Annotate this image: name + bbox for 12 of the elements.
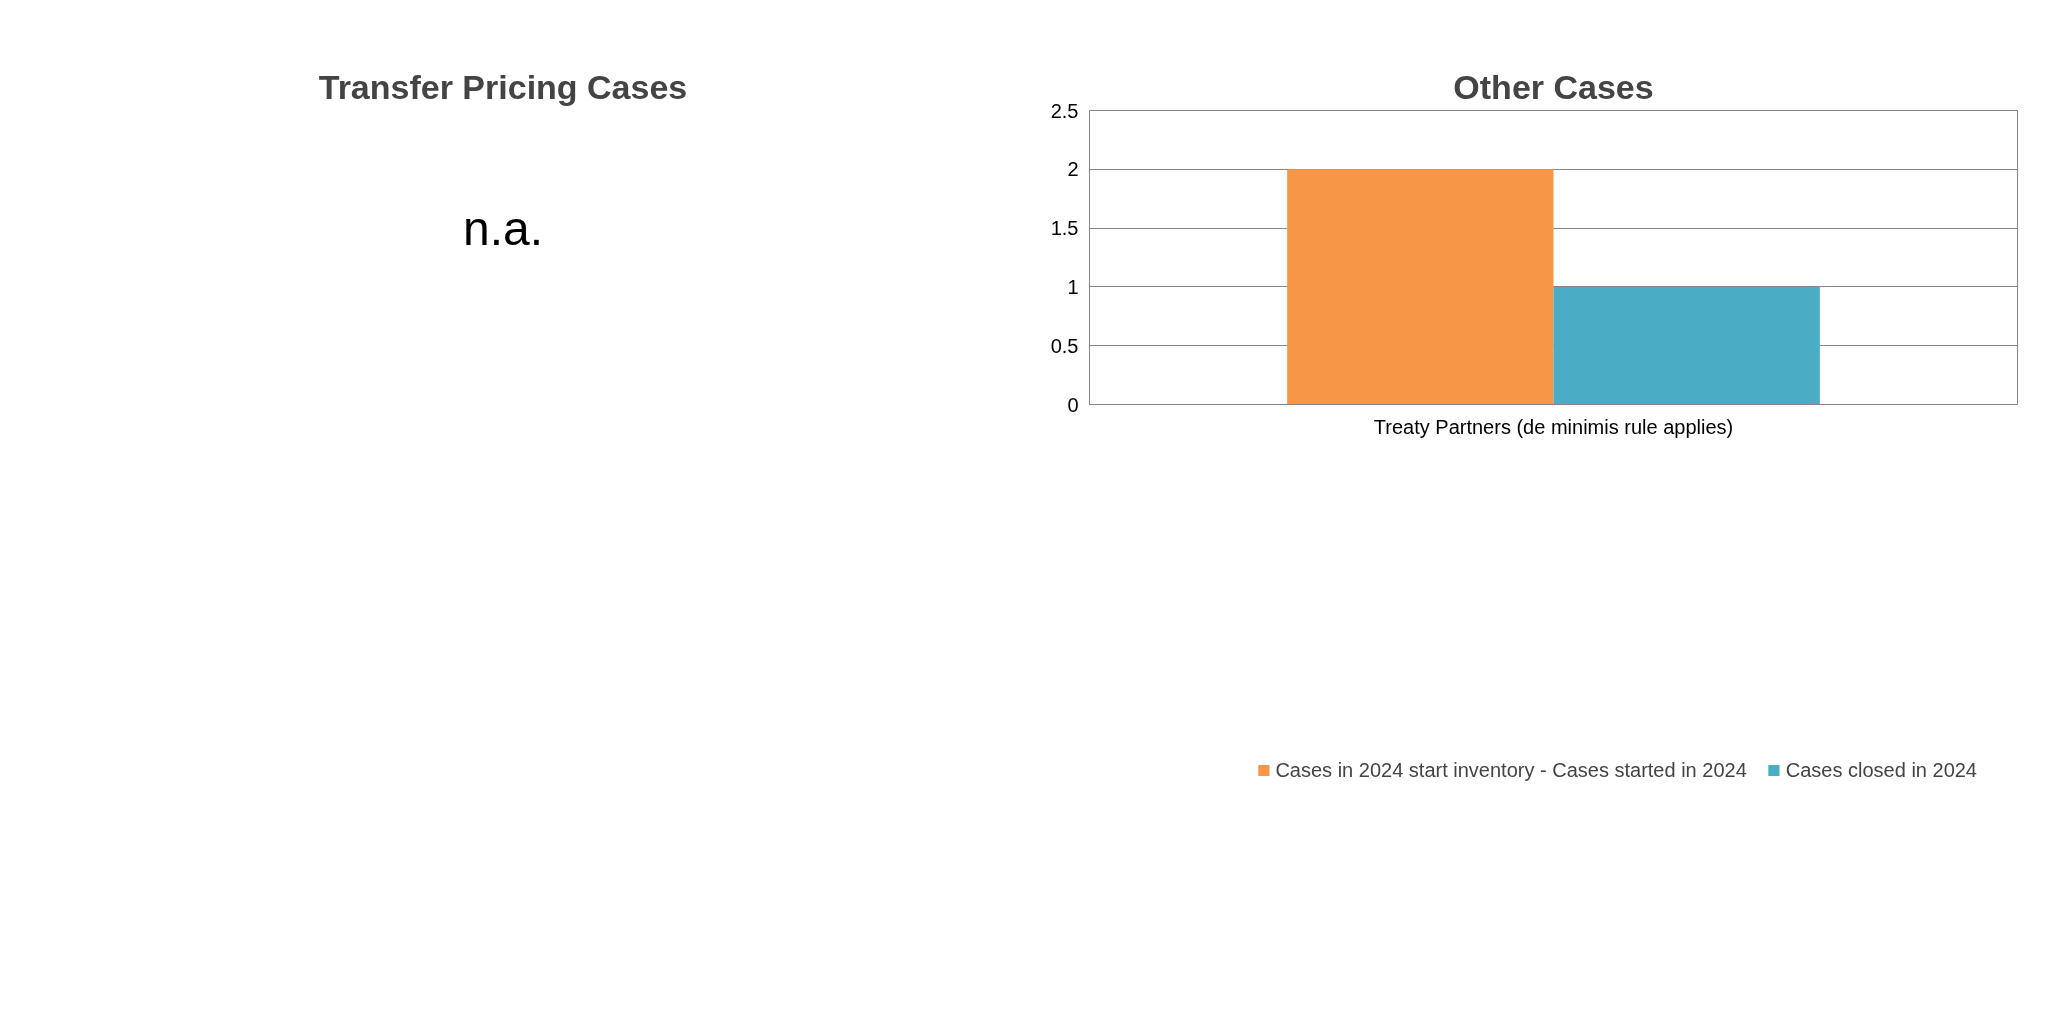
legend-label: Cases closed in 2024	[1785, 758, 1977, 782]
y-tick-label: 1.5	[1050, 217, 1079, 240]
y-tick-label: 0	[1067, 393, 1079, 416]
y-tick-label: 2	[1067, 158, 1079, 181]
x-tick-label: Treaty Partners (de minimis rule applies)	[1373, 415, 1734, 438]
y-tick-label: 0.5	[1050, 334, 1079, 357]
text: n.a.	[462, 201, 544, 255]
y-tick-label: 2.5	[1050, 99, 1079, 122]
text: Transfer Pricing Cases	[318, 67, 688, 106]
chart-title: Other Cases	[1453, 67, 1654, 106]
legend-label: Cases in 2024 start inventory - Cases started in 2024	[1275, 758, 1747, 782]
y-tick-label: 1	[1067, 275, 1079, 298]
